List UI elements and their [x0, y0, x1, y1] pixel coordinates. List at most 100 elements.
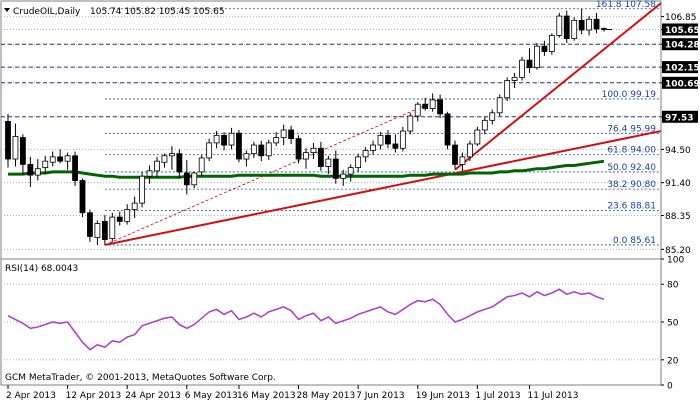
time-axis-label: 11 Jul 2013	[528, 391, 579, 401]
candle-body	[407, 115, 414, 132]
candle-body	[154, 160, 160, 172]
candle-body	[444, 113, 451, 146]
time-axis-label: 12 Apr 2013	[66, 391, 122, 401]
rsi-axis: 100 80 50 20 0	[661, 256, 684, 392]
time-axis-label: 16 May 2013	[237, 391, 296, 401]
candle-body	[511, 76, 518, 81]
fib-diagonal-line	[104, 98, 441, 246]
rsi-title: RSI(14) 68.0043	[5, 264, 78, 274]
candle-body	[541, 45, 548, 52]
candle-body	[131, 202, 138, 210]
candle-body	[139, 175, 146, 204]
price-axis-label: 88.35	[665, 212, 691, 222]
grid-lines	[1, 16, 661, 361]
candle-body	[481, 119, 488, 131]
candle-body	[504, 80, 511, 99]
ohlc-readout: 105.74 105.82 105.45 105.65	[90, 7, 225, 17]
candle-body	[236, 132, 242, 160]
price-axis-label: 102.15	[665, 64, 700, 74]
trendlines	[104, 2, 662, 246]
symbol-title: CrudeOIL,Daily	[13, 7, 81, 17]
trendline-steep	[454, 2, 662, 171]
candle-body	[101, 220, 108, 241]
candle-body	[370, 144, 376, 151]
price-label-box	[662, 110, 698, 123]
price-axis-label: 104.28	[665, 41, 700, 51]
candle-body	[414, 103, 421, 117]
candle-body	[213, 134, 220, 144]
candle-body	[496, 97, 503, 114]
candle-body	[437, 99, 444, 115]
candle-body	[87, 212, 93, 237]
price-axis-label: 94.50	[665, 146, 691, 156]
time-axis: 2 Apr 2013 12 Apr 2013 24 Apr 2013 6 May 20…	[6, 385, 578, 401]
candle-body	[258, 144, 265, 157]
candle-body	[265, 142, 272, 157]
fib-level-label: 38.2 90.80	[607, 180, 656, 190]
candle-body	[392, 143, 399, 149]
candle-body	[593, 18, 600, 30]
candle-body	[19, 137, 26, 165]
candle-body	[489, 112, 496, 121]
time-axis-label: 24 Apr 2013	[125, 391, 181, 401]
candle-body	[116, 216, 123, 222]
candle-body	[198, 157, 205, 173]
candle-body	[243, 153, 250, 160]
candle-body	[146, 170, 153, 177]
price-axis-label: 106.85	[665, 13, 697, 23]
price-label-box	[662, 61, 698, 74]
candle-body	[109, 216, 116, 239]
candle-body	[556, 15, 563, 36]
price-axis: 106.85 105.65 104.28 102.15 100.69 97.53 94.50…	[661, 13, 700, 256]
candle-body	[221, 134, 227, 146]
time-axis-label: 2 Apr 2013	[6, 391, 56, 401]
dropdown-arrow-icon[interactable]	[4, 8, 10, 12]
moving-average	[8, 159, 605, 179]
candle-body	[347, 167, 354, 175]
candle-body	[548, 35, 555, 52]
fib-level-label: 61.8 94.00	[607, 146, 656, 156]
candle-body	[534, 45, 540, 69]
candle-body	[79, 180, 86, 214]
price-axis-label: 97.53	[665, 113, 693, 123]
fib-level-label: 161.8 107.58	[596, 0, 656, 10]
rsi-axis-label: 80	[667, 281, 679, 291]
candle-body	[228, 132, 235, 146]
candle-body	[571, 19, 578, 40]
price-axis-label: 100.69	[665, 79, 700, 89]
candles	[5, 8, 612, 246]
candle-body	[519, 59, 525, 78]
candle-body	[340, 173, 347, 179]
candle-body	[385, 134, 391, 145]
candle-body	[303, 152, 309, 160]
candle-body	[452, 144, 458, 165]
time-axis-label: 7 Jun 2013	[356, 391, 404, 401]
candle-body	[57, 156, 64, 162]
candle-body	[124, 209, 131, 222]
time-axis-label: 6 May 2013	[185, 391, 238, 401]
candle-body	[5, 121, 11, 160]
candle-body	[601, 28, 607, 30]
ma-series-line	[8, 159, 605, 179]
fibonacci-levels: 161.8 107.58 100.0 99.19 76.4 95.99 61.8 94…	[104, 0, 661, 246]
rsi-line	[7, 288, 605, 351]
price-panel[interactable]	[0, 0, 662, 260]
rsi-axis-label: 100	[667, 256, 684, 266]
candle-body	[94, 223, 101, 238]
candle-body	[280, 129, 287, 138]
candle-body	[317, 147, 324, 167]
fib-level-label: 76.4 95.99	[607, 124, 656, 134]
candle-body	[310, 147, 317, 153]
time-axis-label: 19 Jun 2013	[416, 391, 470, 401]
candle-body	[161, 155, 168, 163]
price-axis-label: 105.65	[665, 26, 700, 36]
fib-level-label: 100.0 99.19	[602, 90, 657, 100]
rsi-axis-label: 50	[667, 319, 679, 329]
candle-body	[64, 155, 71, 162]
candle-body	[355, 156, 362, 169]
candle-body	[27, 163, 34, 176]
rsi-axis-label: 20	[667, 356, 679, 366]
candle-body	[325, 158, 332, 167]
candle-body	[168, 153, 175, 157]
